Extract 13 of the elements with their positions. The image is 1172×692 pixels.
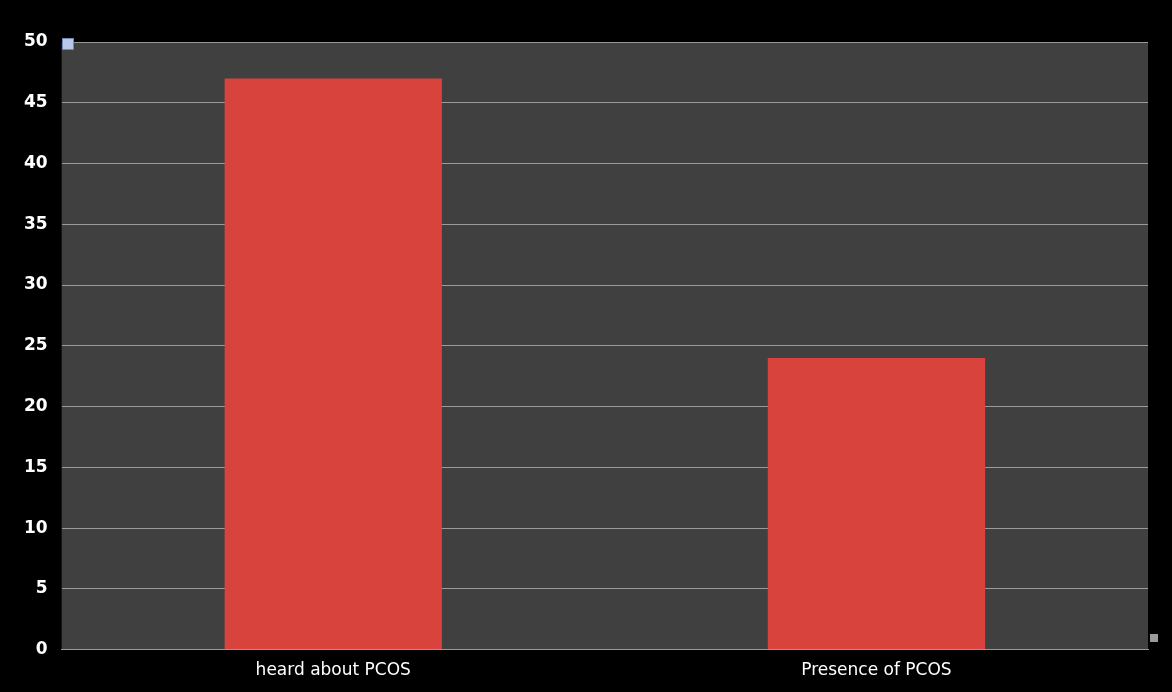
y-tick-label: 45 [23, 91, 48, 112]
y-tick-label: 40 [23, 151, 48, 172]
y-tick-label: 0 [35, 638, 48, 659]
y-tick-label: 5 [35, 577, 48, 598]
y-tick-label: 20 [23, 394, 48, 415]
y-tick-label: 30 [23, 273, 48, 294]
y-tick-label: 50 [23, 30, 48, 51]
x-tick-label: Presence of PCOS [801, 659, 952, 680]
y-tick-label: 35 [23, 212, 48, 233]
y-tick-label: 25 [23, 334, 48, 355]
y-tick-label: 10 [23, 516, 48, 537]
x-tick-label: heard about PCOS [255, 659, 411, 680]
y-tick-label: 15 [23, 455, 48, 476]
